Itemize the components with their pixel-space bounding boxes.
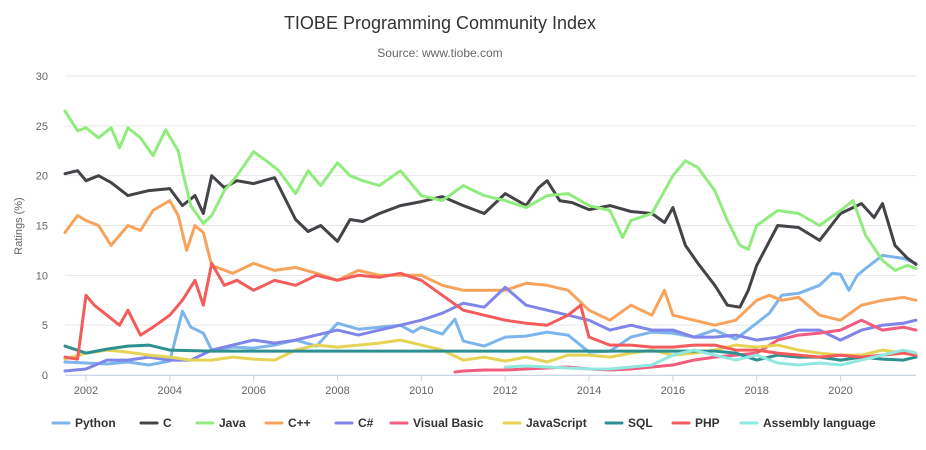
legend-item-c[interactable]: C <box>163 416 172 430</box>
y-tick-label: 20 <box>36 171 48 183</box>
series-line-visual-basic <box>453 318 918 374</box>
y-tick-label: 25 <box>36 121 48 133</box>
legend-item-assembly-language[interactable]: Assembly language <box>763 416 876 430</box>
series-line-python <box>63 253 918 367</box>
series-line-php <box>63 261 918 361</box>
x-tick-label: 2020 <box>828 385 852 397</box>
legend-item-visual-basic[interactable]: Visual Basic <box>413 416 484 430</box>
y-tick-label: 5 <box>42 320 48 332</box>
x-tick-label: 2018 <box>744 385 768 397</box>
legend-item-java[interactable]: Java <box>219 416 246 430</box>
legend-item-sql[interactable]: SQL <box>628 416 653 430</box>
chart-title: TIOBE Programming Community Index <box>284 13 596 33</box>
series-line-sql <box>63 343 918 362</box>
y-tick-label: 30 <box>36 71 48 83</box>
series-line-c <box>63 169 918 309</box>
legend: Python C Java C++ C# Visual Basic JavaScript SQ… <box>51 416 876 430</box>
legend-item-c-[interactable]: C# <box>358 416 374 430</box>
y-tick-label: 0 <box>42 370 48 382</box>
y-axis-ticks: 0 5 10 15 20 25 30 <box>36 71 48 382</box>
gridlines <box>65 75 916 376</box>
series-lines <box>63 109 918 374</box>
x-tick-label: 2016 <box>661 385 685 397</box>
y-axis-label: Ratings (%) <box>13 197 25 254</box>
chart-subtitle: Source: www.tiobe.com <box>377 46 502 60</box>
x-tick-label: 2014 <box>577 385 601 397</box>
y-tick-label: 15 <box>36 221 48 233</box>
x-tick-label: 2010 <box>409 385 433 397</box>
x-tick-label: 2012 <box>493 385 517 397</box>
x-tick-label: 2004 <box>158 385 182 397</box>
y-tick-label: 10 <box>36 270 48 282</box>
series-line-assembly-language <box>503 348 918 371</box>
x-tick-label: 2008 <box>325 385 349 397</box>
legend-item-python[interactable]: Python <box>75 416 116 430</box>
x-tick-label: 2006 <box>241 385 265 397</box>
legend-item-javascript[interactable]: JavaScript <box>526 416 587 430</box>
series-line-java <box>63 109 918 272</box>
x-tick-label: 2002 <box>74 385 98 397</box>
series-line-c- <box>63 199 918 327</box>
legend-item-php[interactable]: PHP <box>695 416 720 430</box>
legend-item-c-[interactable]: C++ <box>288 416 311 430</box>
x-axis-ticks: 2002 2004 2006 2008 2010 2012 2014 2016 2018 2020 <box>65 375 916 397</box>
series-line-javascript <box>63 338 918 364</box>
